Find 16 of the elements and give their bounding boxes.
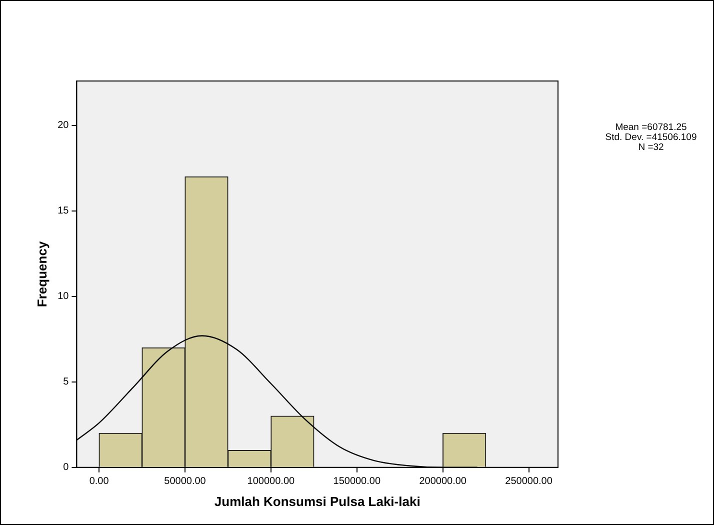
y-tick-label: 5 [63, 376, 70, 388]
x-tick-label: 200000.00 [419, 476, 467, 488]
x-tick-label: 150000.00 [333, 476, 381, 488]
y-tick-label: 20 [58, 120, 70, 132]
y-tick-label: 15 [58, 206, 70, 217]
text: Mean =60781.25 [614, 122, 688, 133]
y-tick-label: 10 [58, 291, 70, 302]
text: N =32 [637, 142, 665, 153]
y-tick-label: 0 [63, 462, 70, 474]
x-tick-label: 0.00 [89, 476, 110, 488]
y-axis-title: Frequency [34, 240, 50, 308]
text: Std. Dev. =41506.109 [604, 132, 698, 143]
x-tick-label: 250000.00 [505, 476, 553, 488]
x-tick-label: 100000.00 [247, 476, 296, 488]
x-tick-label: 50000.00 [164, 476, 206, 488]
x-axis-title: Jumlah Konsumsi Pulsa Laki-laki [214, 494, 420, 509]
